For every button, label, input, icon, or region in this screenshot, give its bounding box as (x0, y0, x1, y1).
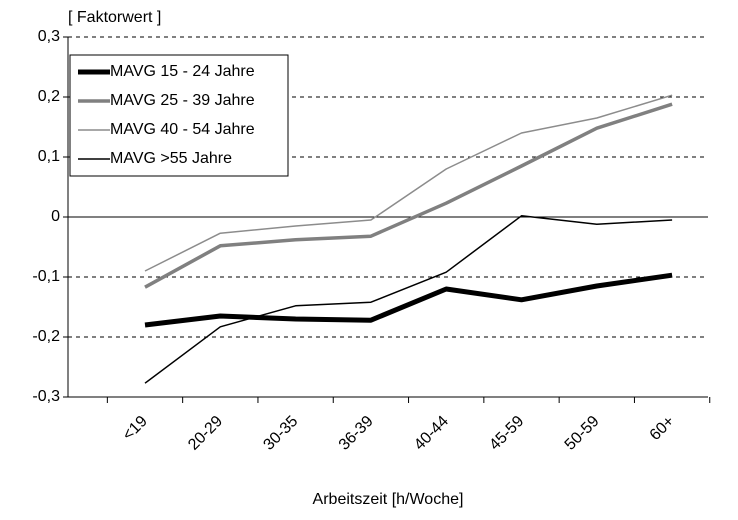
series-line (144, 102, 673, 289)
x-tick-label: <19 (120, 413, 151, 444)
legend-label: MAVG 40 - 54 Jahre (110, 121, 255, 138)
legend-box (69, 54, 289, 177)
x-tick-label: 30-35 (260, 413, 301, 454)
series-line (144, 272, 673, 328)
legend-label: MAVG 25 - 39 Jahre (110, 92, 255, 109)
series-line (144, 215, 673, 384)
x-axis-label: Arbeitszeit [h/Woche] (313, 491, 464, 508)
y-axis-label: [ Faktorwert ] (68, 9, 161, 26)
legend: MAVG 15 - 24 Jahre MAVG 25 - 39 Jahre MAVG… (69, 54, 289, 177)
y-tick-label: 0,1 (38, 148, 60, 165)
series-line (144, 94, 673, 272)
y-tick-label: 0,2 (38, 88, 60, 105)
y-tick-label: 0,3 (38, 28, 60, 45)
x-tick-label: 20-29 (185, 413, 226, 454)
legend-label: MAVG >55 Jahre (110, 150, 232, 167)
legend-label: MAVG 15 - 24 Jahre (110, 63, 255, 80)
y-tick-label: -0,1 (32, 268, 60, 285)
x-tick-label: 45-59 (486, 413, 527, 454)
x-tick-label: 50-59 (562, 413, 603, 454)
y-tick-label: 0 (51, 208, 60, 225)
x-tick-label: 36-39 (336, 413, 377, 454)
y-tick-label: -0,3 (32, 388, 60, 405)
y-tick-label: -0,2 (32, 328, 60, 345)
x-tick-label: 40-44 (411, 413, 452, 454)
x-tick-label: 60+ (647, 413, 678, 444)
